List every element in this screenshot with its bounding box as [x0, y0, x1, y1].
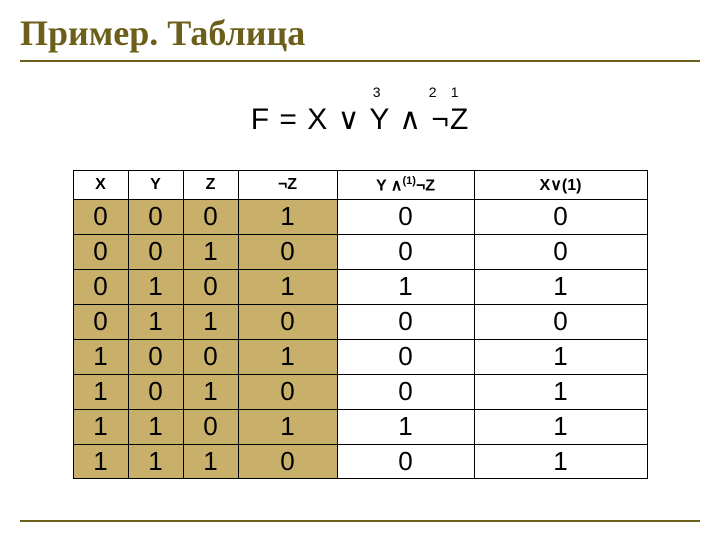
cell-x: 0 — [73, 305, 128, 340]
cell-y: 1 — [128, 270, 183, 305]
cell-x1: 1 — [474, 444, 647, 479]
cell-y: 0 — [128, 339, 183, 374]
col-header-x: X — [73, 171, 128, 200]
col-header-y1-post: ¬Z — [416, 177, 435, 194]
cell-nz: 1 — [238, 339, 337, 374]
cell-y1: 0 — [337, 305, 474, 340]
cell-x: 1 — [73, 339, 128, 374]
cell-nz: 0 — [238, 374, 337, 409]
cell-nz: 1 — [238, 200, 337, 235]
formula-block: 3 2 1 F = X ∨ Y ∧ ¬Z — [20, 102, 700, 160]
table-row: 100101 — [73, 339, 647, 374]
cell-y: 0 — [128, 235, 183, 270]
cell-x: 0 — [73, 235, 128, 270]
table-body: 0001000010000101110110001001011010011101… — [73, 200, 647, 479]
cell-nz: 0 — [238, 305, 337, 340]
col-header-y1-sup: (1) — [402, 175, 415, 187]
cell-x1: 1 — [474, 339, 647, 374]
table-row: 101001 — [73, 374, 647, 409]
cell-nz: 0 — [238, 235, 337, 270]
cell-x1: 1 — [474, 409, 647, 444]
formula-text: 3 2 1 F = X ∨ Y ∧ ¬Z — [251, 102, 470, 137]
cell-y1: 1 — [337, 409, 474, 444]
cell-y1: 0 — [337, 235, 474, 270]
cell-x: 1 — [73, 409, 128, 444]
col-header-y-and-notz: Y ∧(1)¬Z — [337, 171, 474, 200]
cell-z: 0 — [183, 270, 238, 305]
formula-sup-1: 1 — [451, 84, 460, 100]
formula-main: F = X ∨ Y ∧ ¬Z — [251, 103, 470, 136]
table-row: 001000 — [73, 235, 647, 270]
cell-z: 0 — [183, 339, 238, 374]
col-header-y1-pre: Y ∧ — [376, 177, 403, 194]
cell-y1: 0 — [337, 374, 474, 409]
col-header-y: Y — [128, 171, 183, 200]
cell-x1: 1 — [474, 374, 647, 409]
cell-y: 1 — [128, 444, 183, 479]
cell-y1: 1 — [337, 270, 474, 305]
cell-z: 1 — [183, 444, 238, 479]
table-row: 110111 — [73, 409, 647, 444]
cell-z: 1 — [183, 235, 238, 270]
cell-x: 0 — [73, 270, 128, 305]
cell-z: 1 — [183, 305, 238, 340]
cell-x1: 1 — [474, 270, 647, 305]
cell-y: 1 — [128, 305, 183, 340]
slide-title: Пример. Таблица — [20, 12, 700, 62]
cell-z: 0 — [183, 409, 238, 444]
col-header-not-z: ¬Z — [238, 171, 337, 200]
table-row: 000100 — [73, 200, 647, 235]
table-row: 011000 — [73, 305, 647, 340]
cell-x1: 0 — [474, 305, 647, 340]
cell-y: 0 — [128, 374, 183, 409]
formula-sup-2: 2 — [429, 84, 438, 100]
cell-y: 0 — [128, 200, 183, 235]
cell-y1: 0 — [337, 339, 474, 374]
bottom-divider — [20, 520, 700, 522]
col-header-z: Z — [183, 171, 238, 200]
cell-x1: 0 — [474, 200, 647, 235]
table-header-row: X Y Z ¬Z Y ∧(1)¬Z X∨(1) — [73, 171, 647, 200]
col-header-x-or-1: X∨(1) — [474, 171, 647, 200]
cell-y1: 0 — [337, 200, 474, 235]
cell-z: 0 — [183, 200, 238, 235]
cell-nz: 0 — [238, 444, 337, 479]
cell-x: 1 — [73, 374, 128, 409]
cell-nz: 1 — [238, 270, 337, 305]
truth-table: X Y Z ¬Z Y ∧(1)¬Z X∨(1) 0001000010000101… — [73, 170, 648, 479]
cell-y: 1 — [128, 409, 183, 444]
formula-sup-3: 3 — [373, 84, 382, 100]
table-row: 111001 — [73, 444, 647, 479]
cell-x1: 0 — [474, 235, 647, 270]
cell-x: 0 — [73, 200, 128, 235]
cell-z: 1 — [183, 374, 238, 409]
table-row: 010111 — [73, 270, 647, 305]
cell-y1: 0 — [337, 444, 474, 479]
cell-nz: 1 — [238, 409, 337, 444]
cell-x: 1 — [73, 444, 128, 479]
